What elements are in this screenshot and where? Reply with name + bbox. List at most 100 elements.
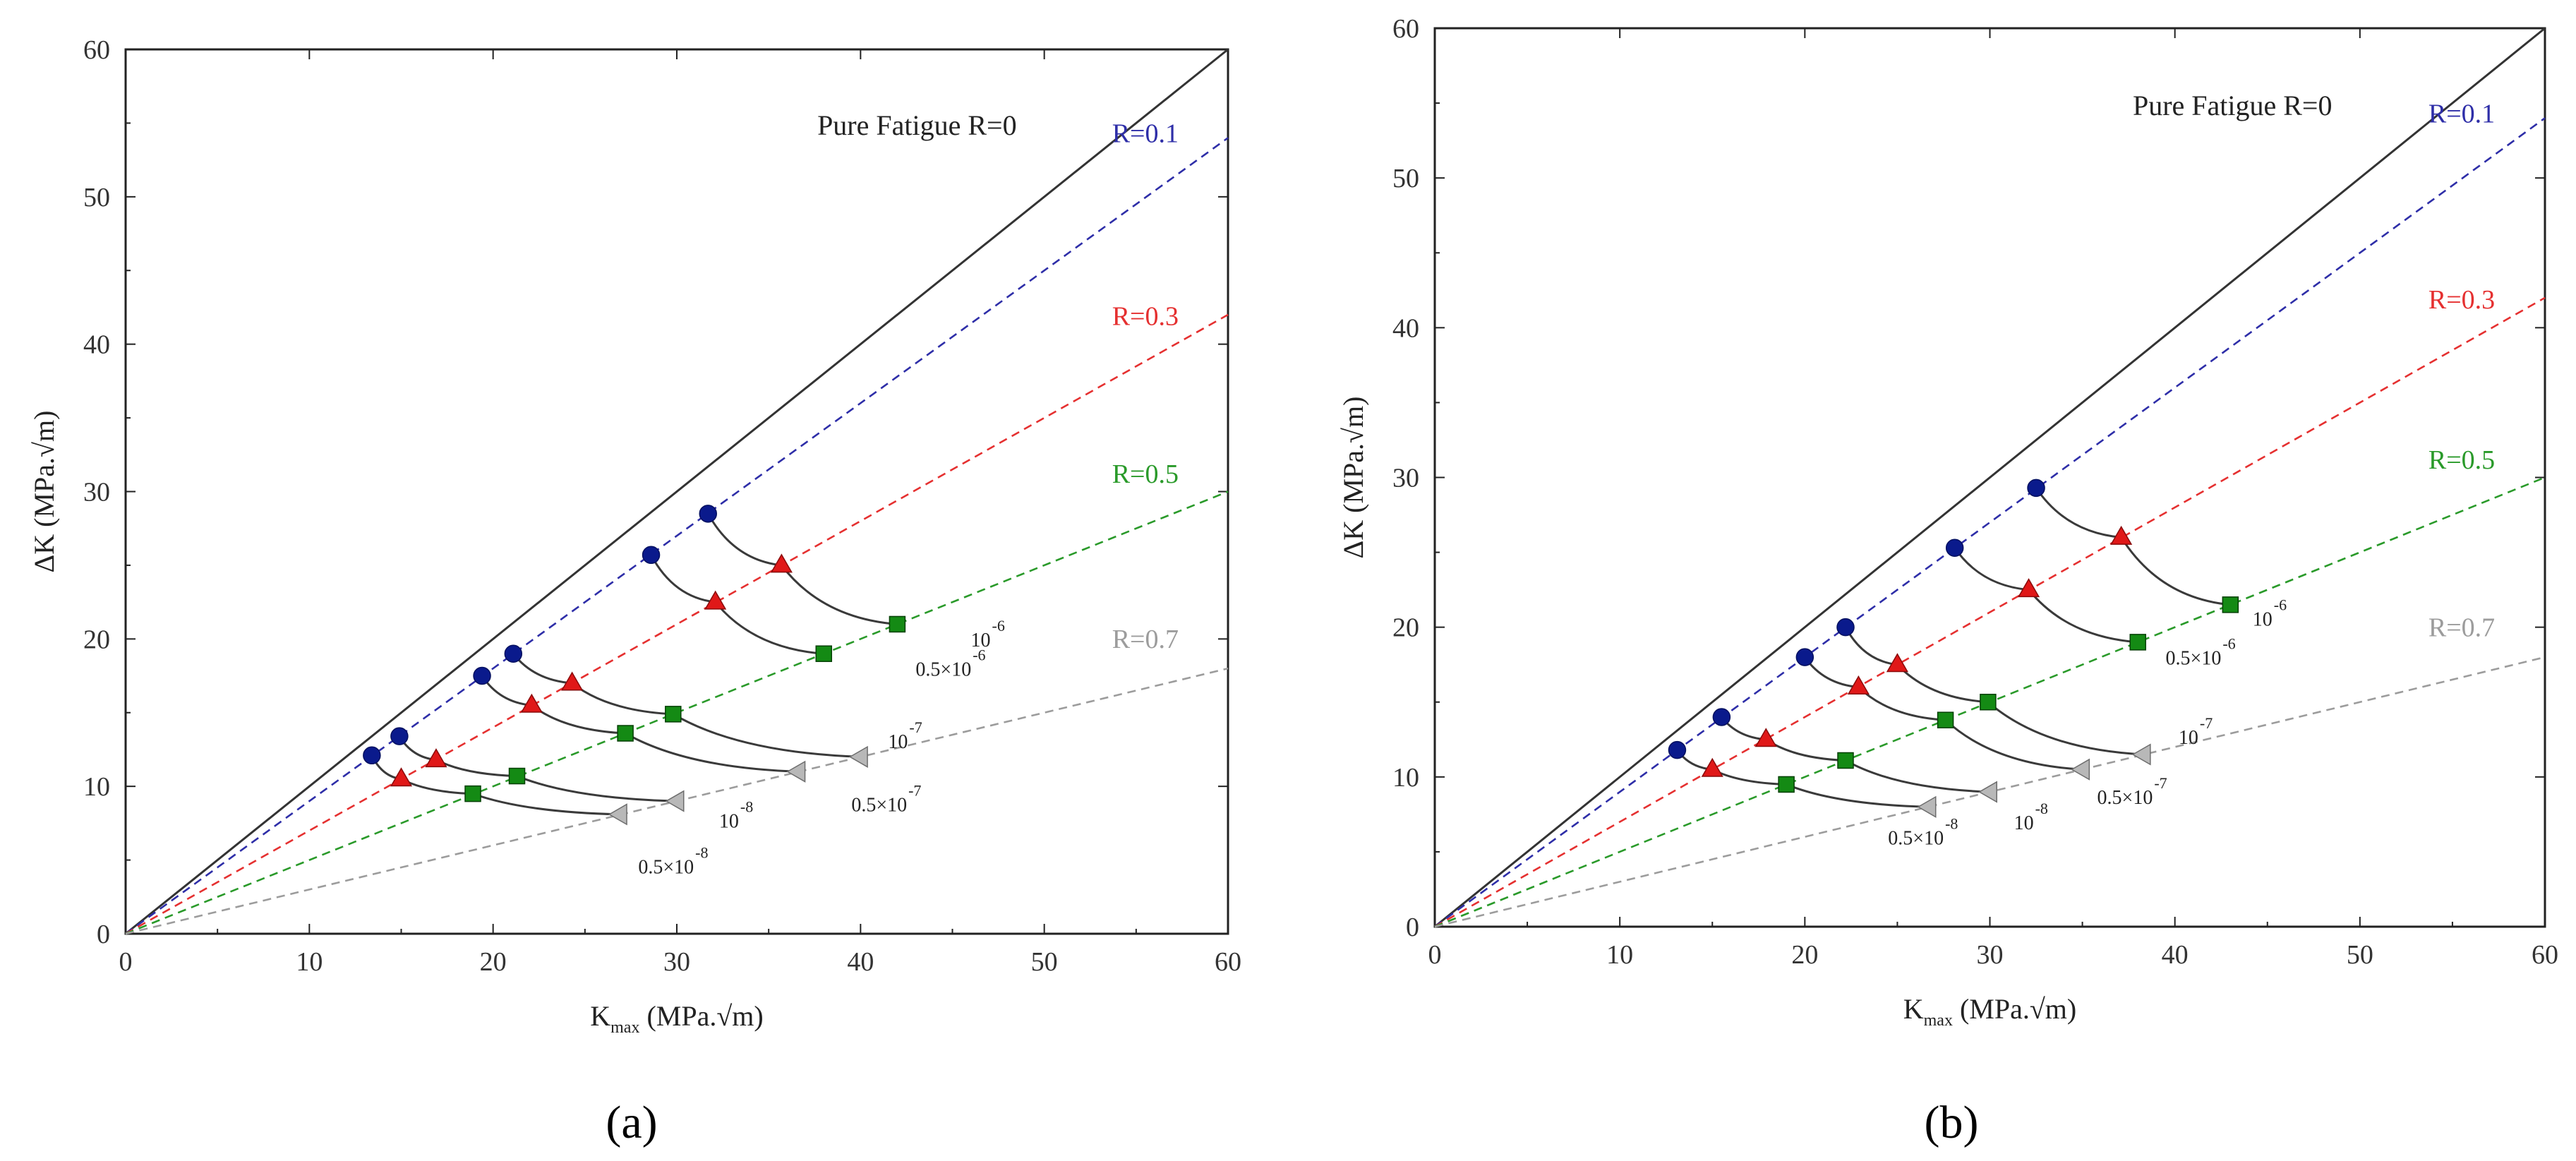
data-point-triangle: [1886, 653, 1908, 673]
data-point-circle: [1836, 618, 1855, 637]
rate-label-exponent: -7: [2154, 774, 2167, 792]
data-point-square: [2129, 634, 2146, 651]
y-tick-label: 30: [83, 478, 110, 507]
x-tick-label: 0: [1428, 940, 1442, 970]
reference-line-r-0-1: [1434, 117, 2546, 928]
r-ratio-label: R=0.5: [1112, 459, 1179, 489]
rate-label: 10-6: [2253, 596, 2287, 631]
rate-label-base: 0.5×10: [2097, 787, 2153, 809]
x-axis-title: Kmax (MPa.√m): [1903, 993, 2077, 1030]
x-tick-label: 60: [1215, 947, 1241, 977]
series-curve: [398, 735, 678, 802]
y-tick-label: 20: [83, 625, 110, 654]
rate-label: 10-8: [719, 798, 753, 833]
rate-label: 0.5×10-7: [851, 782, 921, 817]
x-axis-title-units: (MPa.√m): [639, 1000, 763, 1032]
data-point-triangle-left: [1978, 781, 1997, 803]
x-axis-title-sub: max: [1924, 1011, 1953, 1030]
x-axis-title-main: K: [590, 1000, 610, 1032]
data-point-triangle: [2110, 525, 2133, 545]
data-point-square: [1837, 752, 1854, 769]
y-tick-label: 40: [1392, 313, 1419, 343]
rate-label-base: 10: [2179, 727, 2198, 749]
rate-label-exponent: -7: [909, 718, 922, 736]
y-axis-title: ΔK (MPa.√m): [28, 411, 60, 573]
data-point-square: [1980, 694, 1997, 711]
y-axis-title: ΔK (MPa.√m): [1337, 397, 1369, 559]
y-tick-label: 20: [1392, 613, 1419, 643]
data-point-circle: [1795, 648, 1814, 666]
x-tick-label: 40: [847, 947, 874, 977]
data-point-circle: [390, 727, 409, 745]
data-point-triangle-left: [848, 745, 868, 768]
x-tick-label: 20: [1791, 940, 1818, 970]
rate-label-exponent: -8: [695, 843, 708, 861]
data-point-triangle-left: [786, 760, 806, 783]
x-tick-label: 40: [2162, 940, 2189, 970]
y-tick-label: 0: [97, 920, 110, 949]
rate-label: 0.5×10-8: [1888, 814, 1958, 849]
rate-label-base: 10: [888, 731, 908, 753]
data-point-triangle: [390, 767, 413, 787]
data-point-circle: [1712, 708, 1731, 726]
chart-panel-a: 0 10 20 30 40 50 60 0 10 20 30 40 50 60 Kmax (MPa.√m) Δ…: [28, 35, 1241, 1037]
r-ratio-label: R=0.1: [2428, 100, 2495, 129]
data-point-square: [464, 785, 481, 802]
reference-line-r-0-1: [125, 137, 1229, 935]
series-curve: [1804, 656, 2083, 771]
data-point-triangle-left: [608, 803, 627, 826]
r-ratio-label: R=0.7: [1112, 625, 1179, 654]
r-ratio-label: R=0.7: [2428, 613, 2495, 642]
data-point-triangle-left: [1917, 795, 1937, 818]
data-point-square: [1778, 776, 1795, 793]
rate-label-exponent: -6: [2274, 596, 2287, 614]
rate-label-base: 0.5×10: [2166, 648, 2222, 670]
rate-label-base: 0.5×10: [851, 795, 907, 817]
x-axis-title-units: (MPa.√m): [1953, 993, 2076, 1025]
y-tick-label: 60: [1392, 14, 1419, 44]
x-tick-label: 30: [1977, 940, 2004, 970]
rate-label: 0.5×10-6: [915, 646, 985, 681]
rate-label: 0.5×10-6: [2166, 635, 2236, 670]
series-curve: [1721, 716, 1990, 793]
x-tick-label: 20: [480, 947, 507, 977]
y-tick-label: 40: [83, 330, 110, 360]
x-axis-title-main: K: [1903, 993, 1924, 1025]
data-point-triangle: [1755, 728, 1777, 747]
y-tick-label: 50: [83, 183, 110, 212]
rate-label: 0.5×10-8: [638, 843, 708, 878]
data-point-triangle: [770, 553, 793, 573]
reference-line-r-0-3: [1434, 296, 2546, 928]
y-tick-label: 10: [83, 772, 110, 802]
data-point-square: [665, 706, 682, 723]
r-ratio-label: R=0.3: [2428, 285, 2495, 315]
rate-label-exponent: -8: [740, 798, 753, 816]
rate-label-exponent: -6: [992, 617, 1005, 634]
data-point-triangle: [2018, 578, 2040, 598]
rate-label-exponent: -6: [973, 646, 985, 664]
y-tick-label: 60: [83, 35, 110, 65]
y-tick-label: 50: [1392, 164, 1419, 193]
series-curve: [481, 675, 798, 773]
data-point-triangle-left: [2131, 743, 2151, 766]
data-point-circle: [1668, 740, 1687, 759]
data-point-triangle-left: [665, 790, 685, 812]
rate-label: 10-7: [2179, 714, 2213, 749]
data-point-triangle-left: [2071, 758, 2090, 781]
rate-label-exponent: -6: [2222, 635, 2235, 653]
data-point-triangle: [1701, 757, 1723, 777]
chart-panel-b: 0 10 20 30 40 50 60 0 10 20 30 40 50 60 Kmax (MPa.√m) Δ…: [1337, 14, 2558, 1030]
series-curve: [1844, 626, 2144, 756]
data-point-square: [617, 725, 634, 742]
data-point-square: [889, 615, 906, 633]
data-point-square: [508, 767, 526, 785]
data-point-triangle: [425, 748, 447, 768]
data-point-square: [1937, 711, 1954, 728]
data-point-square: [2222, 596, 2239, 613]
y-tick-label: 10: [1392, 763, 1419, 793]
rate-label-base: 10: [719, 811, 739, 833]
rate-label: 10-8: [2014, 800, 2048, 834]
series-curve: [371, 754, 620, 816]
x-tick-label: 30: [663, 947, 690, 977]
